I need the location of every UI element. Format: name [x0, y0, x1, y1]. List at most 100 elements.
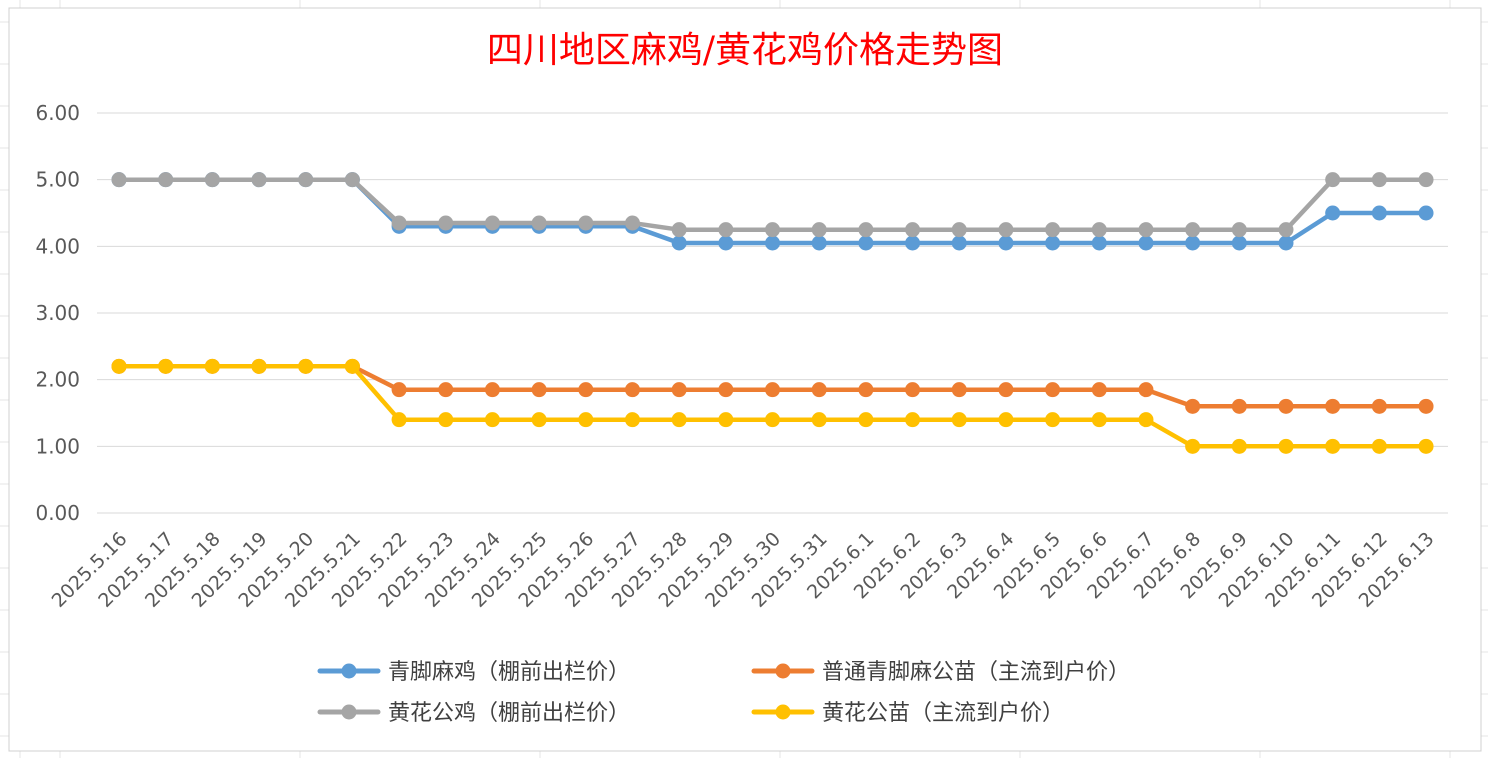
data-point [1325, 172, 1341, 188]
data-point [905, 412, 921, 428]
data-point [344, 172, 360, 188]
data-point [671, 412, 687, 428]
data-point [858, 235, 874, 251]
data-point [438, 412, 454, 428]
legend-label: 青脚麻鸡（棚前出栏价） [388, 660, 630, 685]
series-2 [111, 172, 1434, 238]
data-point [111, 358, 127, 374]
data-point [1185, 235, 1201, 251]
data-point [1278, 438, 1294, 454]
legend-swatch-marker [341, 663, 357, 679]
data-point [578, 215, 594, 231]
data-point [438, 382, 454, 398]
data-point [718, 412, 734, 428]
data-point [671, 382, 687, 398]
chart-title: 四川地区麻鸡/黄花鸡价格走势图 [487, 30, 1003, 71]
data-point [1231, 222, 1247, 238]
y-tick-label: 5.00 [35, 168, 80, 192]
data-point [1418, 172, 1434, 188]
data-point [765, 222, 781, 238]
legend-label: 黄花公鸡（棚前出栏价） [388, 701, 630, 726]
data-point [1045, 382, 1061, 398]
data-point [998, 382, 1014, 398]
y-tick-label: 1.00 [35, 434, 80, 458]
data-point [531, 412, 547, 428]
data-point [578, 412, 594, 428]
data-point [298, 358, 314, 374]
data-point [251, 172, 267, 188]
data-point [1091, 235, 1107, 251]
data-point [1325, 398, 1341, 414]
data-point [1418, 205, 1434, 221]
data-point [344, 358, 360, 374]
data-point [671, 235, 687, 251]
data-point [1045, 222, 1061, 238]
data-point [391, 412, 407, 428]
data-point [204, 172, 220, 188]
data-point [1185, 438, 1201, 454]
legend-item-1: 普通青脚麻公苗（主流到户价） [751, 660, 1130, 685]
data-point [1091, 382, 1107, 398]
data-point [951, 235, 967, 251]
data-point [1231, 235, 1247, 251]
data-point [204, 358, 220, 374]
data-point [624, 412, 640, 428]
data-point [484, 412, 500, 428]
data-point [951, 412, 967, 428]
data-point [765, 235, 781, 251]
legend-item-2: 黄花公鸡（棚前出栏价） [317, 701, 630, 726]
data-point [391, 215, 407, 231]
data-point [858, 222, 874, 238]
data-point [484, 215, 500, 231]
data-point [811, 382, 827, 398]
data-point [1138, 222, 1154, 238]
data-point [1138, 235, 1154, 251]
legend-swatch-marker [341, 704, 357, 720]
data-point [1138, 412, 1154, 428]
data-point [858, 412, 874, 428]
data-point [1091, 412, 1107, 428]
data-point [1045, 235, 1061, 251]
data-point [298, 172, 314, 188]
data-point [531, 215, 547, 231]
data-point [951, 222, 967, 238]
data-point [811, 235, 827, 251]
data-point [1325, 205, 1341, 221]
data-point [578, 382, 594, 398]
data-point [718, 222, 734, 238]
data-point [158, 172, 174, 188]
data-point [905, 222, 921, 238]
data-point [111, 172, 127, 188]
legend: 青脚麻鸡（棚前出栏价） 普通青脚麻公苗（主流到户价） 黄花公鸡（棚前出栏价） 黄花公苗… [317, 660, 1130, 726]
data-point [391, 382, 407, 398]
data-point [1278, 235, 1294, 251]
legend-swatch-marker [775, 663, 791, 679]
data-point [1231, 398, 1247, 414]
y-tick-label: 6.00 [35, 101, 80, 125]
data-point [765, 412, 781, 428]
data-point [1138, 382, 1154, 398]
data-point [158, 358, 174, 374]
y-tick-label: 2.00 [35, 368, 80, 392]
data-point [905, 235, 921, 251]
data-point [1185, 398, 1201, 414]
legend-label: 普通青脚麻公苗（主流到户价） [822, 660, 1130, 685]
data-point [1325, 438, 1341, 454]
data-point [671, 222, 687, 238]
data-point [531, 382, 547, 398]
data-point [1231, 438, 1247, 454]
legend-label: 黄花公苗（主流到户价） [822, 701, 1064, 726]
series-3 [111, 358, 1434, 454]
data-point [1371, 172, 1387, 188]
legend-swatch-marker [775, 704, 791, 720]
data-point [1278, 222, 1294, 238]
data-point [1418, 398, 1434, 414]
y-tick-label: 4.00 [35, 234, 80, 258]
data-point [438, 215, 454, 231]
data-point [998, 222, 1014, 238]
data-point [1371, 398, 1387, 414]
data-point [905, 382, 921, 398]
data-point [1371, 438, 1387, 454]
data-point [251, 358, 267, 374]
